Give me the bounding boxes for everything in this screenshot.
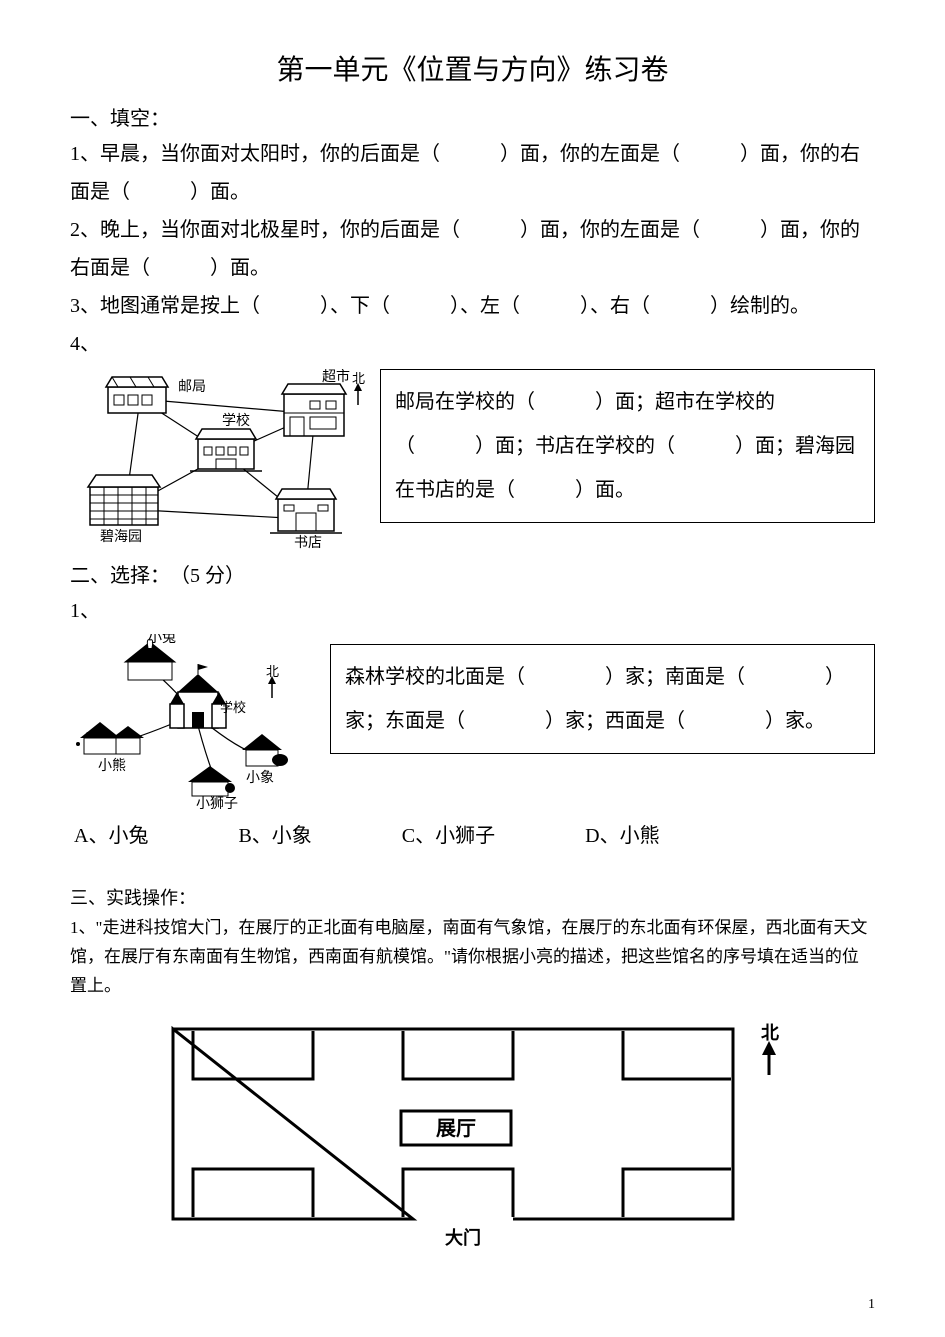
- label-supermarket: 超市: [322, 369, 350, 385]
- q4-map-illustration: 邮局 超市 学校: [70, 369, 370, 549]
- worksheet-title: 第一单元《位置与方向》练习卷: [70, 48, 875, 88]
- choice-b: B、小象: [238, 819, 311, 848]
- label-bookstore: 书店: [294, 535, 322, 549]
- section3-heading: 三、实践操作：: [70, 884, 875, 910]
- choice-a: A、小兔: [74, 819, 148, 848]
- label-bear: 小熊: [98, 758, 126, 774]
- section3-para: 1、"走进科技馆大门，在展厅的正北面有电脑屋，南面有气象馆，在展厅的东北面有环保…: [70, 914, 875, 1001]
- gate-label: 大门: [445, 1227, 481, 1248]
- q2-1-box: 森林学校的北面是（ ）家；南面是（ ）家；东面是（ ）家；西面是（ ）家。: [330, 644, 875, 754]
- q4-box: 邮局在学校的（ ）面；超市在学校的（ ）面；书店在学校的（ ）面；碧海园在书店的…: [380, 369, 875, 523]
- label-postoffice: 邮局: [178, 379, 206, 395]
- section3-diagram-wrap: 展厅 大门 北: [70, 1019, 875, 1259]
- label-forest-school: 学校: [220, 700, 246, 715]
- label-school: 学校: [222, 412, 250, 429]
- q2-map-illustration: 小兔 小熊 学校 小象: [70, 634, 320, 809]
- section2-heading: 二、选择： （5 分）: [70, 559, 875, 588]
- floorplan-north-label: 北: [761, 1023, 779, 1043]
- q2-north-label: 北: [266, 664, 279, 679]
- q4-row: 邮局 超市 学校: [70, 369, 875, 549]
- label-rabbit: 小兔: [148, 634, 176, 646]
- q2-choices: A、小兔 B、小象 C、小狮子 D、小熊: [70, 819, 875, 848]
- hall-label: 展厅: [436, 1118, 476, 1140]
- q3-text: 3、地图通常是按上（ ）、下（ ）、左（ ）、右（ ）绘制的。: [70, 287, 875, 325]
- q4-label: 4、: [70, 325, 875, 363]
- label-elephant: 小象: [246, 770, 274, 786]
- choice-d: D、小熊: [585, 819, 659, 848]
- q2-1-label: 1、: [70, 592, 875, 630]
- label-bihaiyuan: 碧海园: [100, 529, 142, 545]
- q2-1-row: 小兔 小熊 学校 小象: [70, 634, 875, 809]
- q1-text: 1、早晨，当你面对太阳时，你的后面是（ ）面，你的左面是（ ）面，你的右面是（ …: [70, 135, 875, 211]
- choice-c: C、小狮子: [402, 819, 495, 848]
- section3-floorplan: 展厅 大门 北: [153, 1019, 793, 1259]
- page-number: 1: [868, 1297, 875, 1313]
- section1-heading: 一、填空：: [70, 102, 875, 131]
- q2-text: 2、晚上，当你面对北极星时，你的后面是（ ）面，你的左面是（ ）面，你的右面是（…: [70, 211, 875, 287]
- label-lion: 小狮子: [196, 796, 238, 809]
- q4-north-label: 北: [352, 371, 365, 386]
